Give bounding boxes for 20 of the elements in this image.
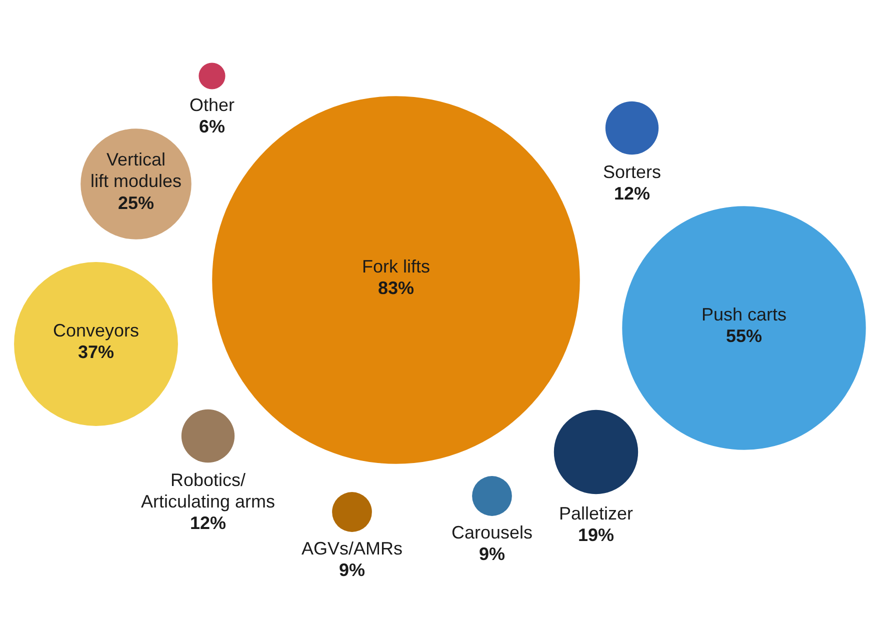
category-label: Push carts [701,304,787,324]
data-label: 9% [478,544,506,564]
category-label: AGVs/AMRs [301,538,403,558]
data-label: 12% [614,184,650,204]
category-label: Conveyors [52,320,140,340]
data-label: 6% [198,116,226,137]
category-label: Other [189,95,235,115]
category-label: Robotics/ Articulating arms [140,470,276,512]
data-label: 19% [578,525,614,546]
data-label: 37% [78,342,114,362]
category-label: Palletizer [558,504,634,524]
category-label: Carousels [451,522,533,542]
category-label: Fork lifts [362,256,430,276]
category-label: Vertical lift modules [90,150,182,192]
category-label: Sorters [602,162,662,182]
data-label: 83% [378,278,414,298]
data-label: 9% [338,560,366,580]
data-label: 55% [726,326,762,346]
data-label: 12% [190,513,226,534]
data-label: 25% [118,192,154,213]
